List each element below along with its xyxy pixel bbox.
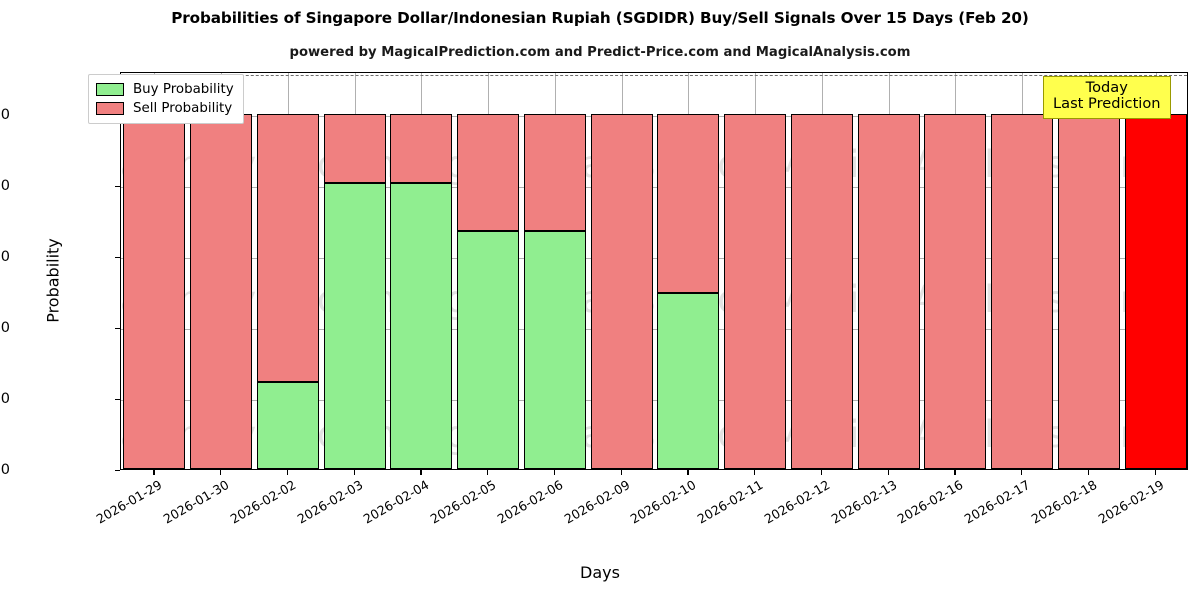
plot-area: MagicalAnalysis.comMagicalAnalysis.comMa… — [120, 72, 1188, 470]
bar-2026-02-09[interactable] — [590, 113, 653, 469]
x-tick-mark-2026-02-03 — [353, 470, 355, 475]
y-tick-mark-20 — [115, 398, 120, 401]
x-tick-mark-2026-02-19 — [1154, 470, 1156, 475]
bar-2026-02-04[interactable] — [390, 113, 453, 469]
bar-segment-sell[interactable] — [457, 113, 520, 231]
bar-segment-sell[interactable] — [924, 113, 987, 469]
y-tick-mark-0 — [115, 470, 120, 472]
legend-label-sell: Sell Probability — [133, 101, 233, 116]
x-tick-mark-2026-02-18 — [1087, 470, 1090, 475]
bar-segment-sell[interactable] — [790, 113, 853, 469]
bar-segment-buy[interactable] — [323, 182, 386, 469]
x-tick-mark-2026-02-13 — [887, 470, 889, 475]
bar-2026-01-29[interactable] — [123, 113, 186, 469]
bar-segment-sell[interactable] — [991, 113, 1054, 469]
bar-segment-buy[interactable] — [390, 182, 453, 469]
x-tick-mark-2026-02-16 — [954, 470, 956, 475]
x-tick-mark-2026-02-12 — [820, 470, 823, 475]
bar-segment-sell[interactable] — [123, 113, 186, 469]
gridline-y-80 — [121, 186, 1187, 188]
legend-swatch-buy-icon — [96, 83, 124, 96]
today-annotation-line1: Today — [1085, 79, 1128, 96]
x-tick-mark-2026-02-05 — [487, 470, 489, 475]
bar-segment-sell[interactable] — [523, 113, 586, 231]
bar-segment-sell[interactable] — [256, 113, 319, 382]
bar-segment-sell[interactable] — [323, 113, 386, 183]
reference-dashed-line — [121, 74, 1187, 76]
y-tick-label-0: 0 — [0, 462, 10, 478]
y-tick-mark-60 — [115, 256, 120, 259]
x-tick-mark-2026-02-06 — [553, 470, 556, 475]
legend-item-sell[interactable]: Sell Probability — [96, 99, 234, 118]
y-axis-label: Probability — [43, 238, 63, 323]
bar-2026-02-03[interactable] — [323, 113, 386, 469]
x-tick-mark-2026-02-04 — [420, 470, 422, 475]
x-tick-mark-2026-01-29 — [153, 470, 155, 475]
bar-segment-sell[interactable] — [590, 113, 653, 469]
gridline-y-60 — [121, 257, 1187, 259]
bar-2026-02-05[interactable] — [457, 113, 520, 469]
y-tick-label-80: 80 — [0, 177, 10, 194]
gridline-y-100 — [121, 115, 1187, 117]
bar-segment-buy[interactable] — [457, 230, 520, 469]
y-tick-label-60: 60 — [0, 248, 10, 265]
bar-2026-02-02[interactable] — [256, 113, 319, 469]
x-tick-mark-2026-02-10 — [687, 470, 689, 475]
today-annotation-line2: Last Prediction — [1053, 95, 1161, 113]
y-tick-mark-80 — [115, 185, 120, 187]
bar-segment-sell[interactable] — [724, 113, 787, 469]
y-tick-label-100: 100 — [0, 106, 10, 123]
y-tick-mark-40 — [115, 327, 120, 330]
y-tick-label-20: 20 — [0, 390, 10, 407]
x-axis-label: Days — [580, 563, 620, 582]
bar-segment-sell[interactable] — [657, 113, 720, 294]
bar-segment-sell[interactable] — [190, 113, 253, 469]
x-tick-mark-2026-01-30 — [220, 470, 222, 475]
gridline-y-40 — [121, 328, 1187, 330]
bar-segment-sell[interactable] — [390, 113, 453, 183]
chart-subtitle: powered by MagicalPrediction.com and Pre… — [289, 45, 911, 60]
bar-2026-02-13[interactable] — [857, 113, 920, 469]
bar-segment-buy[interactable] — [657, 293, 720, 469]
bar-2026-02-16[interactable] — [924, 113, 987, 469]
bar-2026-02-19[interactable] — [1124, 113, 1187, 469]
bar-segment-sell[interactable] — [1057, 113, 1120, 469]
x-tick-mark-2026-02-02 — [286, 470, 289, 475]
bar-segment-buy[interactable] — [523, 230, 586, 469]
x-tick-mark-2026-02-17 — [1021, 470, 1023, 475]
bar-2026-02-06[interactable] — [523, 113, 586, 469]
legend-item-buy[interactable]: Buy Probability — [96, 80, 234, 99]
gridline-y-20 — [121, 399, 1187, 401]
bar-2026-02-17[interactable] — [991, 113, 1054, 469]
x-tick-mark-2026-02-09 — [620, 470, 622, 475]
legend-label-buy: Buy Probability — [133, 82, 234, 97]
bar-2026-02-10[interactable] — [657, 113, 720, 469]
bar-segment-today[interactable] — [1124, 113, 1187, 469]
bar-2026-01-30[interactable] — [190, 113, 253, 469]
y-tick-label-40: 40 — [0, 319, 10, 336]
bar-2026-02-11[interactable] — [724, 113, 787, 469]
bar-2026-02-12[interactable] — [790, 113, 853, 469]
today-annotation: Today Last Prediction — [1043, 76, 1171, 119]
chart-title: Probabilities of Singapore Dollar/Indone… — [171, 9, 1029, 27]
bar-segment-buy[interactable] — [256, 381, 319, 469]
bar-segment-sell[interactable] — [857, 113, 920, 469]
legend[interactable]: Buy Probability Sell Probability — [88, 74, 244, 124]
legend-swatch-sell-icon — [96, 102, 124, 115]
x-tick-mark-2026-02-11 — [754, 470, 756, 475]
bar-2026-02-18[interactable] — [1057, 113, 1120, 469]
